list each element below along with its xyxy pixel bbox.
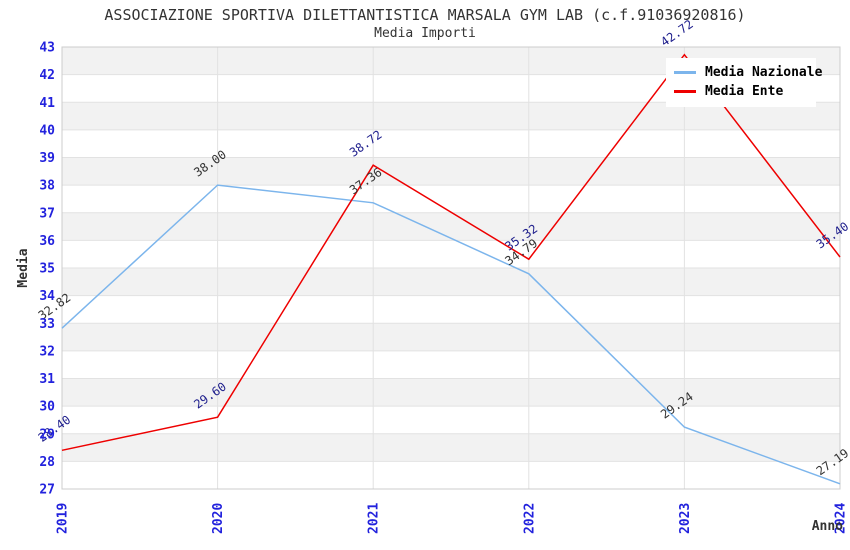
y-tick-label: 31 (39, 372, 55, 387)
plot-band (62, 268, 840, 296)
y-tick-label: 37 (39, 206, 55, 221)
y-tick-label: 40 (39, 123, 55, 138)
y-tick-label: 35 (39, 262, 55, 277)
legend-label: Media Ente (705, 84, 784, 99)
legend-label: Media Nazionale (705, 65, 823, 80)
x-tick-label: 2024 (834, 503, 849, 534)
y-tick-label: 28 (39, 455, 55, 470)
x-tick-label: 2021 (367, 503, 382, 534)
data-point-label: 42.72 (658, 17, 696, 49)
data-point-label: 38.72 (347, 128, 385, 160)
legend-item-media-nazionale: Media Nazionale (674, 63, 822, 82)
plot-band (62, 433, 840, 462)
x-tick-label: 2023 (678, 503, 693, 534)
x-tick-label: 2020 (211, 503, 226, 534)
x-tick-label: 2019 (56, 503, 71, 534)
y-tick-label: 38 (39, 179, 55, 194)
plot-band (62, 378, 840, 407)
legend-item-media-ente: Media Ente (674, 82, 808, 101)
y-tick-label: 36 (39, 234, 55, 249)
legend-line-swatch-red (674, 90, 696, 93)
series-line-nazionale (61, 184, 841, 485)
plot-band (62, 157, 840, 186)
y-tick-label: 27 (39, 483, 55, 498)
legend-box: Media Nazionale Media Ente (666, 58, 822, 107)
y-axis-title: Media (16, 248, 31, 287)
y-tick-label: 41 (39, 96, 55, 111)
y-tick-label: 39 (39, 151, 55, 166)
y-tick-label: 29 (39, 427, 55, 442)
plot-band (62, 323, 840, 351)
y-tick-label: 30 (39, 400, 55, 415)
plot-band (62, 212, 840, 241)
chart-subtitle: Media Importi (374, 26, 476, 41)
y-tick-label: 43 (39, 41, 55, 56)
plot-border (61, 46, 841, 490)
legend-line-swatch-blue (674, 71, 696, 74)
chart-title: ASSOCIAZIONE SPORTIVA DILETTANTISTICA MA… (104, 6, 746, 24)
y-tick-label: 32 (39, 344, 55, 359)
y-tick-label: 33 (39, 317, 55, 332)
y-tick-label: 42 (39, 68, 55, 83)
x-tick-label: 2022 (522, 503, 537, 534)
x-axis-title: Anno (812, 519, 843, 534)
y-tick-label: 34 (39, 289, 55, 304)
